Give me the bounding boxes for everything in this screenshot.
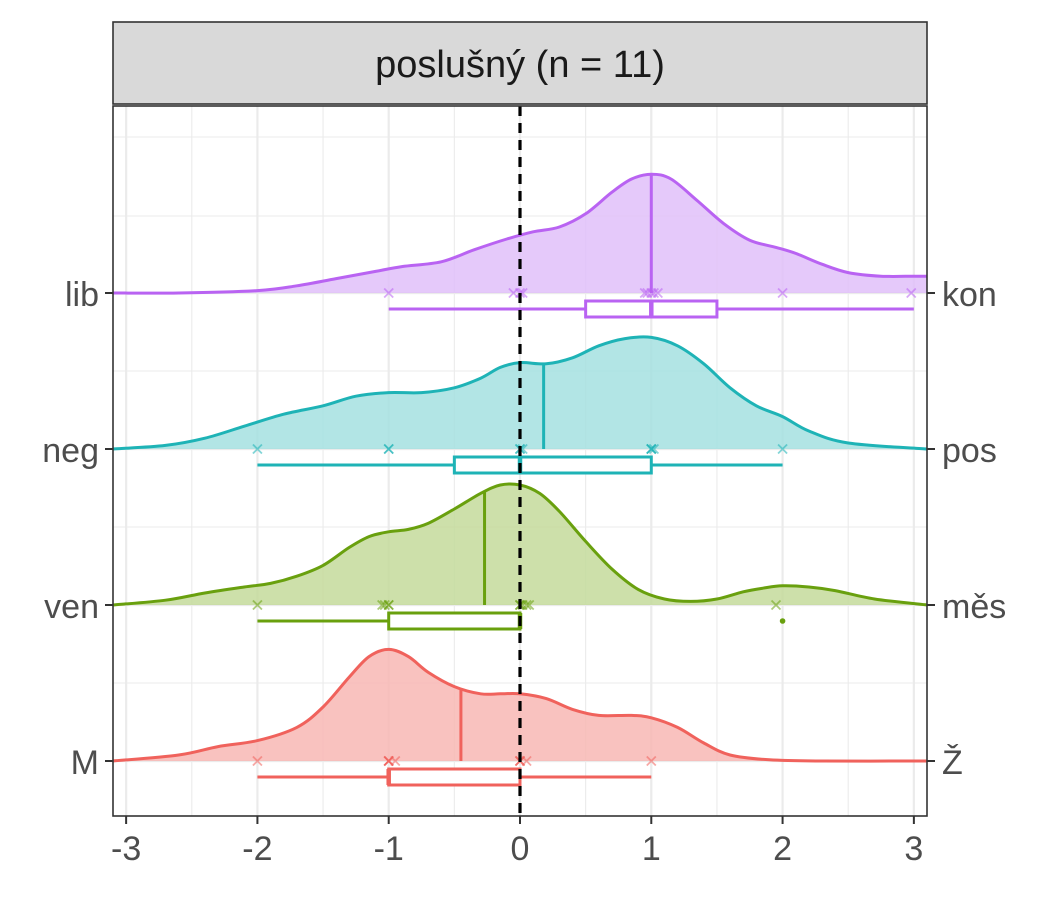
data-point-marker	[383, 287, 394, 299]
x-tick-label: 3	[904, 830, 923, 868]
density-curve	[112, 647, 928, 763]
data-point-marker	[770, 599, 782, 611]
data-point-marker	[379, 599, 390, 611]
data-point-marker	[521, 599, 532, 611]
x-tick-label: -2	[242, 830, 272, 868]
y-label-right: kon	[942, 276, 997, 314]
box-iqr	[387, 611, 522, 631]
density-fill	[113, 336, 927, 449]
y-label-right: pos	[942, 432, 997, 470]
y-label-left: ven	[44, 588, 99, 626]
density-curve	[112, 172, 927, 295]
y-label-left: M	[71, 744, 99, 782]
data-point-marker	[652, 287, 663, 299]
data-point-marker	[252, 443, 263, 455]
y-label-right: Ž	[942, 744, 963, 782]
data-point-marker	[521, 755, 532, 767]
density-curve	[112, 335, 928, 451]
density-fill	[113, 483, 927, 605]
data-point-marker	[646, 443, 657, 455]
box-outlier	[779, 618, 786, 624]
strip-background	[112, 21, 928, 105]
data-point-marker	[648, 287, 660, 299]
y-label-left: neg	[42, 432, 99, 470]
series-layer	[112, 172, 928, 787]
y-label-right: měs	[942, 588, 1006, 626]
data-point-marker	[777, 443, 788, 455]
data-point-marker	[252, 599, 263, 611]
box-iqr	[452, 455, 653, 475]
x-tick-label: 1	[642, 830, 661, 868]
panel-title: poslušný (n = 11)	[375, 44, 665, 86]
data-point-marker	[648, 443, 660, 455]
data-point-marker	[777, 287, 788, 299]
density-fill	[113, 174, 927, 294]
x-tick-label: -1	[374, 830, 404, 868]
data-point-marker	[390, 755, 401, 767]
x-tick-label: 2	[773, 830, 792, 868]
data-point-marker	[252, 755, 263, 767]
ridge-series-lib	[112, 172, 927, 319]
data-point-marker	[906, 287, 917, 299]
ridge-series-neg	[112, 335, 928, 475]
x-tick-label: 0	[511, 830, 530, 868]
y-label-left: lib	[65, 276, 99, 314]
data-point-marker	[524, 599, 535, 611]
x-tick-label: -3	[111, 830, 141, 868]
data-point-marker	[383, 599, 394, 611]
data-point-marker	[646, 755, 657, 767]
box-iqr	[387, 767, 522, 787]
data-point-marker	[383, 443, 394, 455]
